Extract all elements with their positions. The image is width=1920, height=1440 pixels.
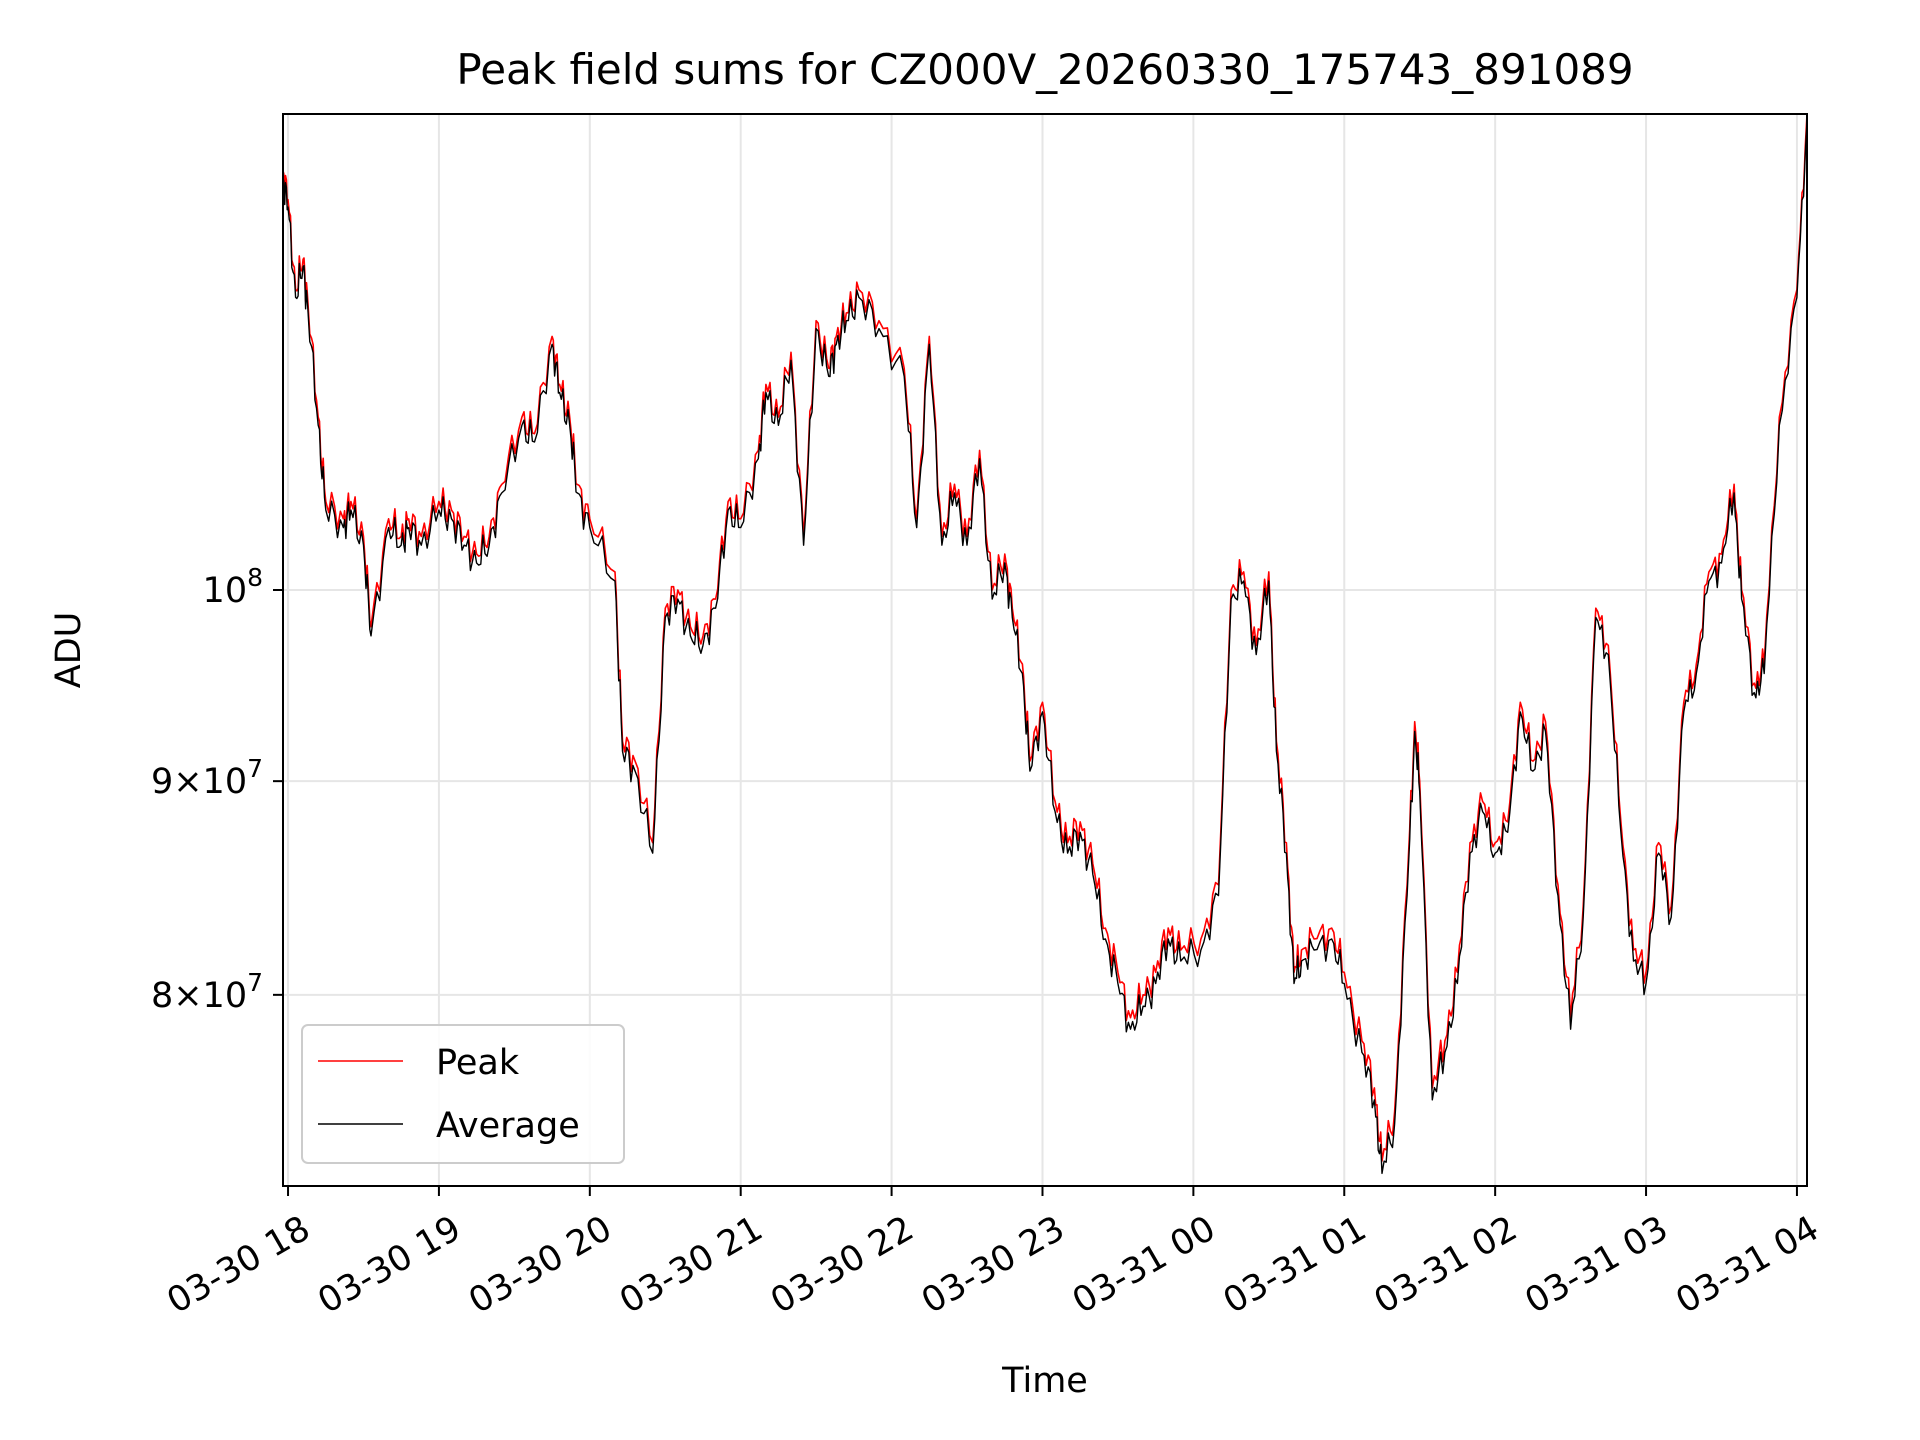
x-axis-title: Time [1001, 1361, 1088, 1401]
grid-lines [283, 114, 1807, 1186]
series-lines [282, 113, 1808, 1175]
y-axis: 8×107 9×107 108 [151, 563, 283, 1016]
y-tick-label: 9×107 [151, 754, 263, 802]
series-line-average [282, 120, 1808, 1175]
y-tick-label: 108 [203, 563, 263, 611]
y-axis-title: ADU [49, 612, 89, 689]
legend: Peak Average [301, 1024, 625, 1164]
legend-label-peak: Peak [436, 1043, 520, 1083]
legend-box [301, 1024, 625, 1164]
chart-title: Peak field sums for CZ000V_20260330_1757… [456, 45, 1633, 94]
plot-frame [282, 113, 1808, 1187]
legend-label-average: Average [436, 1106, 580, 1146]
y-tick-label: 8×107 [151, 968, 263, 1016]
